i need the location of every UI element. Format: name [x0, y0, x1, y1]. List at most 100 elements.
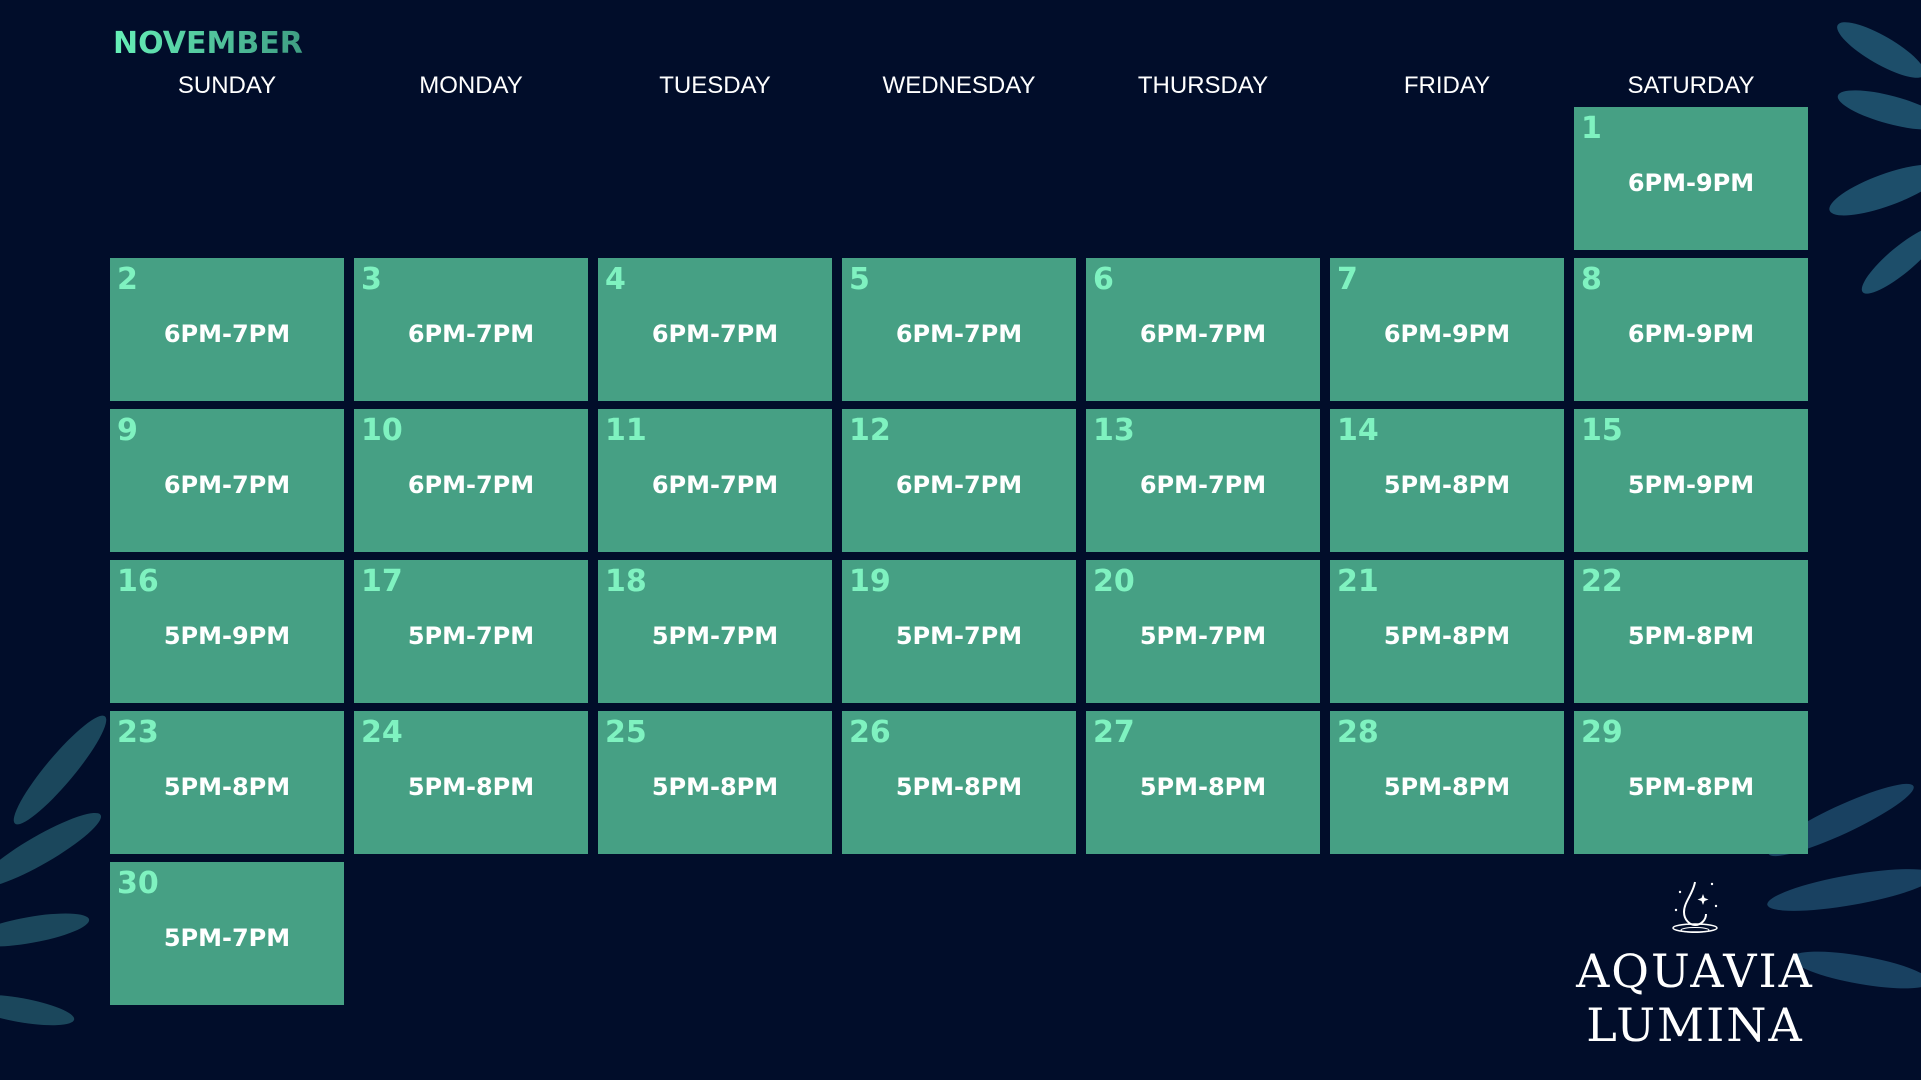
day-hours: 5PM-8PM: [1627, 622, 1755, 650]
day-hours: 6PM-7PM: [651, 471, 779, 499]
day-number: 14: [1337, 413, 1379, 448]
day-hours: 6PM-7PM: [163, 320, 291, 348]
day-hours: 6PM-9PM: [1383, 320, 1511, 348]
day-number: 30: [117, 866, 159, 901]
day-cell: 1 6PM-9PM: [1574, 107, 1808, 250]
day-number: 25: [605, 715, 647, 750]
day-cell: 21 5PM-8PM: [1330, 560, 1564, 703]
day-number: 16: [117, 564, 159, 599]
day-cell: 28 5PM-8PM: [1330, 711, 1564, 854]
day-number: 20: [1093, 564, 1135, 599]
day-hours: 5PM-7PM: [163, 924, 291, 952]
day-cell: 15 5PM-9PM: [1574, 409, 1808, 552]
day-cell: 11 6PM-7PM: [598, 409, 832, 552]
day-cell: 16 5PM-9PM: [110, 560, 344, 703]
day-cell: 10 6PM-7PM: [354, 409, 588, 552]
day-number: 15: [1581, 413, 1623, 448]
day-cell: 14 5PM-8PM: [1330, 409, 1564, 552]
day-number: 26: [849, 715, 891, 750]
day-cell: 3 6PM-7PM: [354, 258, 588, 401]
brand-name-line1: AQUAVIA: [1576, 944, 1814, 998]
day-hours: 5PM-8PM: [163, 773, 291, 801]
day-number: 4: [605, 262, 626, 297]
day-number: 13: [1093, 413, 1135, 448]
day-hours: 5PM-9PM: [1627, 471, 1755, 499]
day-hours: 5PM-8PM: [1383, 773, 1511, 801]
day-hours: 6PM-7PM: [407, 320, 535, 348]
day-cell: 17 5PM-7PM: [354, 560, 588, 703]
day-hours: 5PM-8PM: [895, 773, 1023, 801]
day-number: 29: [1581, 715, 1623, 750]
day-hours: 6PM-7PM: [895, 320, 1023, 348]
weekday-header-wednesday: WEDNESDAY: [882, 72, 1036, 99]
day-hours: 5PM-8PM: [1139, 773, 1267, 801]
day-number: 11: [605, 413, 647, 448]
day-number: 12: [849, 413, 891, 448]
day-cell: 20 5PM-7PM: [1086, 560, 1320, 703]
brand-name-line2: LUMINA: [1586, 998, 1804, 1052]
day-hours: 5PM-8PM: [651, 773, 779, 801]
day-cell: 12 6PM-7PM: [842, 409, 1076, 552]
day-hours: 6PM-7PM: [1139, 471, 1267, 499]
day-cell: 13 6PM-7PM: [1086, 409, 1320, 552]
day-hours: 6PM-7PM: [651, 320, 779, 348]
weekday-header-thursday: THURSDAY: [1137, 72, 1269, 99]
day-cell: 26 5PM-8PM: [842, 711, 1076, 854]
day-hours: 5PM-7PM: [895, 622, 1023, 650]
day-number: 24: [361, 715, 403, 750]
day-cell: 8 6PM-9PM: [1574, 258, 1808, 401]
day-cell: 7 6PM-9PM: [1330, 258, 1564, 401]
day-number: 3: [361, 262, 382, 297]
day-number: 21: [1337, 564, 1379, 599]
day-cell: 4 6PM-7PM: [598, 258, 832, 401]
day-number: 2: [117, 262, 138, 297]
day-cell: 19 5PM-7PM: [842, 560, 1076, 703]
day-cell: 9 6PM-7PM: [110, 409, 344, 552]
day-number: 1: [1581, 111, 1602, 146]
day-cell: 24 5PM-8PM: [354, 711, 588, 854]
day-number: 23: [117, 715, 159, 750]
day-hours: 5PM-9PM: [163, 622, 291, 650]
day-number: 18: [605, 564, 647, 599]
weekday-header-saturday: SATURDAY: [1627, 72, 1755, 99]
day-cell: 2 6PM-7PM: [110, 258, 344, 401]
day-hours: 5PM-7PM: [651, 622, 779, 650]
day-hours: 6PM-9PM: [1627, 169, 1755, 197]
water-drop-icon: [1672, 881, 1718, 933]
brand-logo: AQUAVIA LUMINA: [1560, 870, 1830, 1052]
day-cell: 18 5PM-7PM: [598, 560, 832, 703]
day-number: 7: [1337, 262, 1358, 297]
day-number: 28: [1337, 715, 1379, 750]
weekday-header-friday: FRIDAY: [1403, 72, 1491, 99]
day-hours: 6PM-9PM: [1627, 320, 1755, 348]
day-hours: 6PM-7PM: [407, 471, 535, 499]
weekday-header-monday: MONDAY: [419, 72, 523, 99]
day-number: 6: [1093, 262, 1114, 297]
day-hours: 6PM-7PM: [895, 471, 1023, 499]
day-cell: 6 6PM-7PM: [1086, 258, 1320, 401]
weekday-header-tuesday: TUESDAY: [659, 72, 771, 99]
day-number: 19: [849, 564, 891, 599]
day-hours: 5PM-7PM: [407, 622, 535, 650]
day-hours: 5PM-8PM: [407, 773, 535, 801]
day-cell: 27 5PM-8PM: [1086, 711, 1320, 854]
day-number: 27: [1093, 715, 1135, 750]
fern-leaf-decoration-top-right: [1829, 22, 1921, 294]
day-number: 9: [117, 413, 138, 448]
day-hours: 6PM-7PM: [163, 471, 291, 499]
day-number: 17: [361, 564, 403, 599]
day-hours: 5PM-8PM: [1627, 773, 1755, 801]
day-cell: 22 5PM-8PM: [1574, 560, 1808, 703]
day-cell: 29 5PM-8PM: [1574, 711, 1808, 854]
day-number: 8: [1581, 262, 1602, 297]
weekday-header-sunday: SUNDAY: [177, 72, 277, 99]
day-hours: 6PM-7PM: [1139, 320, 1267, 348]
day-number: 5: [849, 262, 870, 297]
day-cell: 5 6PM-7PM: [842, 258, 1076, 401]
day-number: 22: [1581, 564, 1623, 599]
day-cell: 30 5PM-7PM: [110, 862, 344, 1005]
day-cell: 25 5PM-8PM: [598, 711, 832, 854]
day-number: 10: [361, 413, 403, 448]
day-hours: 5PM-7PM: [1139, 622, 1267, 650]
month-title: NOVEMBER: [113, 26, 303, 61]
